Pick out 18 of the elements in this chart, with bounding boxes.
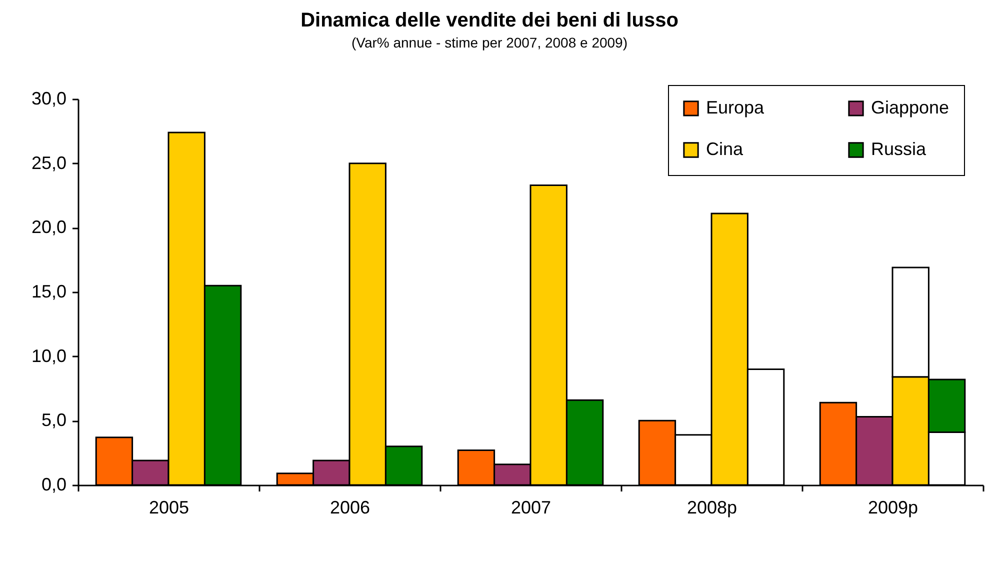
x-tick-label: 2005 [148, 498, 190, 518]
legend-label: Giappone [871, 97, 950, 118]
y-tick-label: 5,0 [41, 410, 66, 430]
x-tick-label: 2006 [330, 498, 370, 518]
x-tick-label: 2008p [686, 498, 738, 518]
y-tick-label: 10,0 [31, 346, 66, 366]
x-tick-label: 2007 [510, 498, 552, 518]
legend-label: Europa [706, 97, 766, 118]
y-tick-label: 30,0 [31, 88, 66, 108]
y-tick-label: 0,0 [41, 474, 66, 494]
y-tick-label: 20,0 [31, 217, 66, 238]
y-tick-label: 15,0 [31, 282, 66, 302]
chart-subtitle: (Var% annue - stime per 2007, 2008 e 2009) [351, 34, 628, 50]
legend-label: Russia [871, 139, 928, 159]
x-tick-label: 2009p [868, 498, 918, 518]
y-tick-label: 25,0 [31, 152, 66, 173]
chart-title: Dinamica delle vendite dei beni di lusso [300, 10, 678, 32]
legend-label: Cina [706, 139, 744, 159]
